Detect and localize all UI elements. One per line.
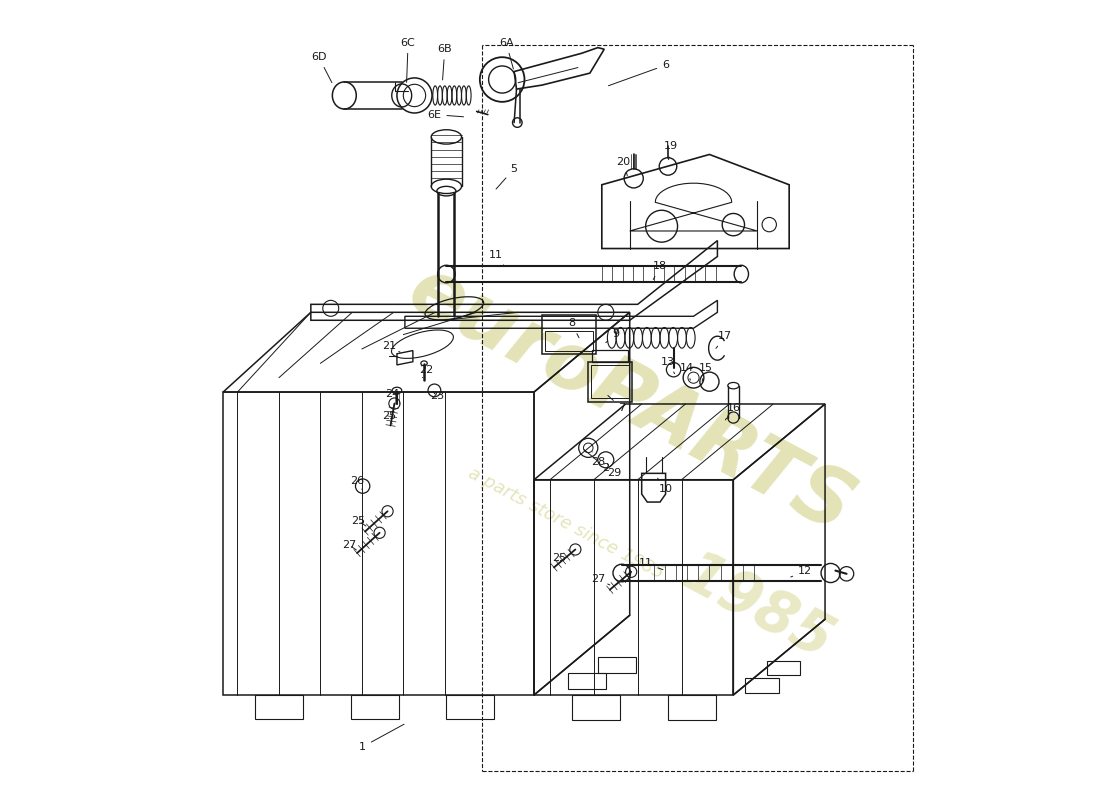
Text: 11: 11 <box>639 558 663 570</box>
Text: 14: 14 <box>680 363 694 380</box>
Text: 21: 21 <box>382 341 400 352</box>
Bar <box>572 695 620 721</box>
Text: 22: 22 <box>419 365 433 378</box>
Text: 6B: 6B <box>438 44 452 80</box>
Text: 19: 19 <box>664 142 679 160</box>
Text: 9: 9 <box>606 329 619 342</box>
Text: 24: 24 <box>385 389 399 402</box>
Text: 25: 25 <box>382 411 396 424</box>
Text: 27: 27 <box>342 540 356 550</box>
Text: 1985: 1985 <box>672 544 843 670</box>
Bar <box>597 657 636 673</box>
Text: 6D: 6D <box>311 52 332 82</box>
Text: 18: 18 <box>653 261 667 279</box>
Text: 29: 29 <box>607 464 620 478</box>
Bar <box>255 695 302 719</box>
Text: 7: 7 <box>608 395 625 413</box>
Text: 17: 17 <box>716 331 733 348</box>
Bar <box>668 695 716 721</box>
Text: 27: 27 <box>591 574 609 585</box>
Text: 28: 28 <box>591 452 605 467</box>
Text: 25: 25 <box>352 516 366 526</box>
Bar <box>546 331 593 350</box>
Bar <box>767 661 801 675</box>
Text: 25: 25 <box>552 553 567 563</box>
Text: 2: 2 <box>584 450 609 473</box>
Text: 11: 11 <box>488 250 505 266</box>
Text: a parts store since 1985: a parts store since 1985 <box>465 464 667 583</box>
Bar <box>447 695 494 719</box>
Text: 6E: 6E <box>428 110 463 119</box>
Text: 6: 6 <box>608 60 669 86</box>
Bar <box>351 695 398 719</box>
Bar <box>592 365 629 398</box>
Bar <box>588 362 632 402</box>
Bar <box>746 678 779 693</box>
Text: 6C: 6C <box>400 38 416 82</box>
Text: 23: 23 <box>430 391 444 401</box>
Text: 15: 15 <box>698 363 713 382</box>
Text: 26: 26 <box>350 476 364 490</box>
Text: 1: 1 <box>360 724 404 752</box>
Text: 6A: 6A <box>498 38 514 69</box>
Text: 5: 5 <box>496 164 518 189</box>
Text: 16: 16 <box>725 403 740 420</box>
Text: euroPARTS: euroPARTS <box>394 250 866 550</box>
Bar <box>592 350 628 362</box>
Bar <box>568 673 606 689</box>
Text: 20: 20 <box>616 158 630 176</box>
Bar <box>542 315 596 354</box>
Text: 8: 8 <box>568 318 579 338</box>
Text: 10: 10 <box>658 478 672 494</box>
Text: 13: 13 <box>661 357 675 374</box>
Text: 12: 12 <box>791 566 812 577</box>
